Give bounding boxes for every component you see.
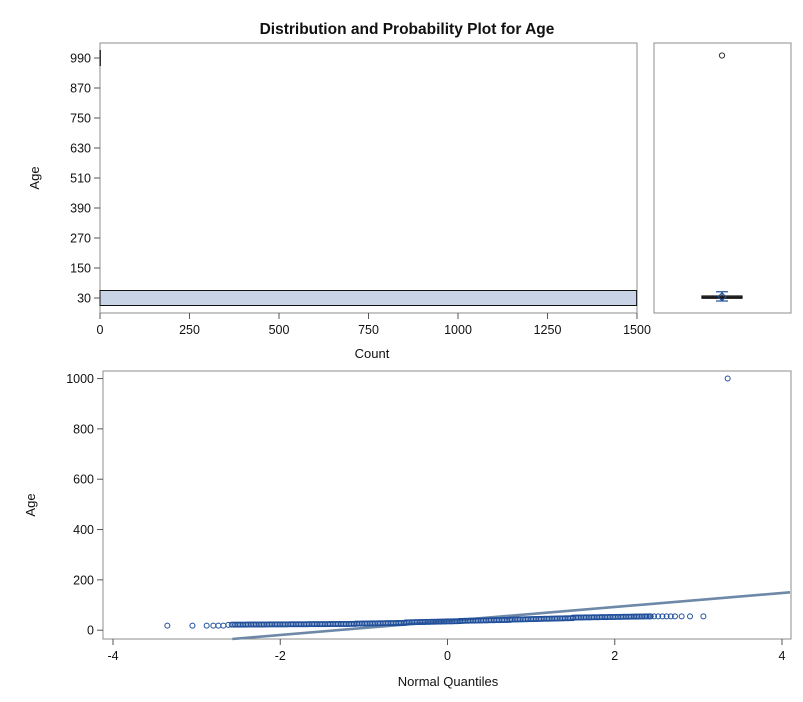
- chart-title: Distribution and Probability Plot for Ag…: [260, 21, 555, 38]
- qq-x-axis: -4 -2 0 2 4: [107, 639, 786, 663]
- box-outlier: [718, 52, 726, 59]
- qq-reference-line: [232, 590, 791, 641]
- qq-point: [687, 613, 694, 620]
- histogram-y-axis: 30 150 270 390 510 630 750 870 990: [70, 52, 100, 306]
- histogram-panel: 30 150 270 390 510 630 750 870 990 0 250 500 750 100…: [27, 42, 651, 361]
- y-tick-label: 200: [73, 573, 94, 587]
- x-tick-label: -2: [275, 649, 286, 663]
- box-mean-marker: [717, 292, 727, 302]
- x-tick-label: 1500: [623, 323, 651, 337]
- y-tick-label: 400: [73, 523, 94, 537]
- qq-point: [164, 622, 171, 629]
- x-tick-label: 250: [179, 323, 200, 337]
- qq-point: [189, 622, 196, 629]
- qq-point: [700, 613, 707, 620]
- qq-point: [724, 375, 731, 382]
- qq-point: [203, 622, 210, 629]
- x-tick-label: 750: [358, 323, 379, 337]
- qq-x-label: Normal Quantiles: [398, 674, 499, 689]
- qq-y-axis: 0 200 400 600 800 1000: [66, 372, 103, 638]
- boxplot-frame: [653, 42, 792, 314]
- x-tick-label: -4: [107, 649, 118, 663]
- qq-point: [647, 613, 654, 620]
- y-tick-label: 1000: [66, 372, 94, 386]
- histogram-x-label: Count: [355, 346, 390, 361]
- y-tick-label: 750: [70, 112, 91, 126]
- qq-plot-marks: [164, 375, 791, 641]
- boxplot-marks: [701, 52, 743, 302]
- x-tick-label: 0: [97, 323, 104, 337]
- y-tick-label: 150: [70, 262, 91, 276]
- y-tick-label: 870: [70, 82, 91, 96]
- y-tick-label: 0: [87, 624, 94, 638]
- qq-point: [667, 613, 674, 620]
- y-tick-label: 990: [70, 52, 91, 66]
- y-tick-label: 630: [70, 142, 91, 156]
- x-tick-label: 500: [269, 323, 290, 337]
- histogram-bar: [99, 290, 638, 306]
- qq-y-label: Age: [23, 493, 38, 516]
- qq-point: [651, 613, 658, 620]
- histogram-y-label: Age: [27, 166, 42, 189]
- qq-point: [655, 613, 662, 620]
- y-tick-label: 30: [77, 292, 91, 306]
- y-tick-label: 510: [70, 172, 91, 186]
- y-tick-label: 600: [73, 473, 94, 487]
- qq-point: [225, 621, 232, 628]
- x-tick-label: 1000: [444, 323, 472, 337]
- x-tick-label: 1250: [534, 323, 562, 337]
- qq-plot-panel: 0 200 400 600 800 1000 -4 -2 0 2 4 Age Normal Qua…: [23, 370, 792, 689]
- boxplot-panel: [653, 42, 792, 314]
- x-tick-label: 4: [779, 649, 786, 663]
- x-tick-label: 0: [444, 649, 451, 663]
- qq-point: [678, 613, 685, 620]
- qq-point: [663, 613, 670, 620]
- histogram-x-axis: 0 250 500 750 1000 1250 1500: [97, 313, 651, 337]
- qq-point: [659, 613, 666, 620]
- y-tick-label: 270: [70, 232, 91, 246]
- y-tick-label: 800: [73, 422, 94, 436]
- qq-point: [671, 613, 678, 620]
- x-tick-label: 2: [611, 649, 618, 663]
- y-tick-label: 390: [70, 202, 91, 216]
